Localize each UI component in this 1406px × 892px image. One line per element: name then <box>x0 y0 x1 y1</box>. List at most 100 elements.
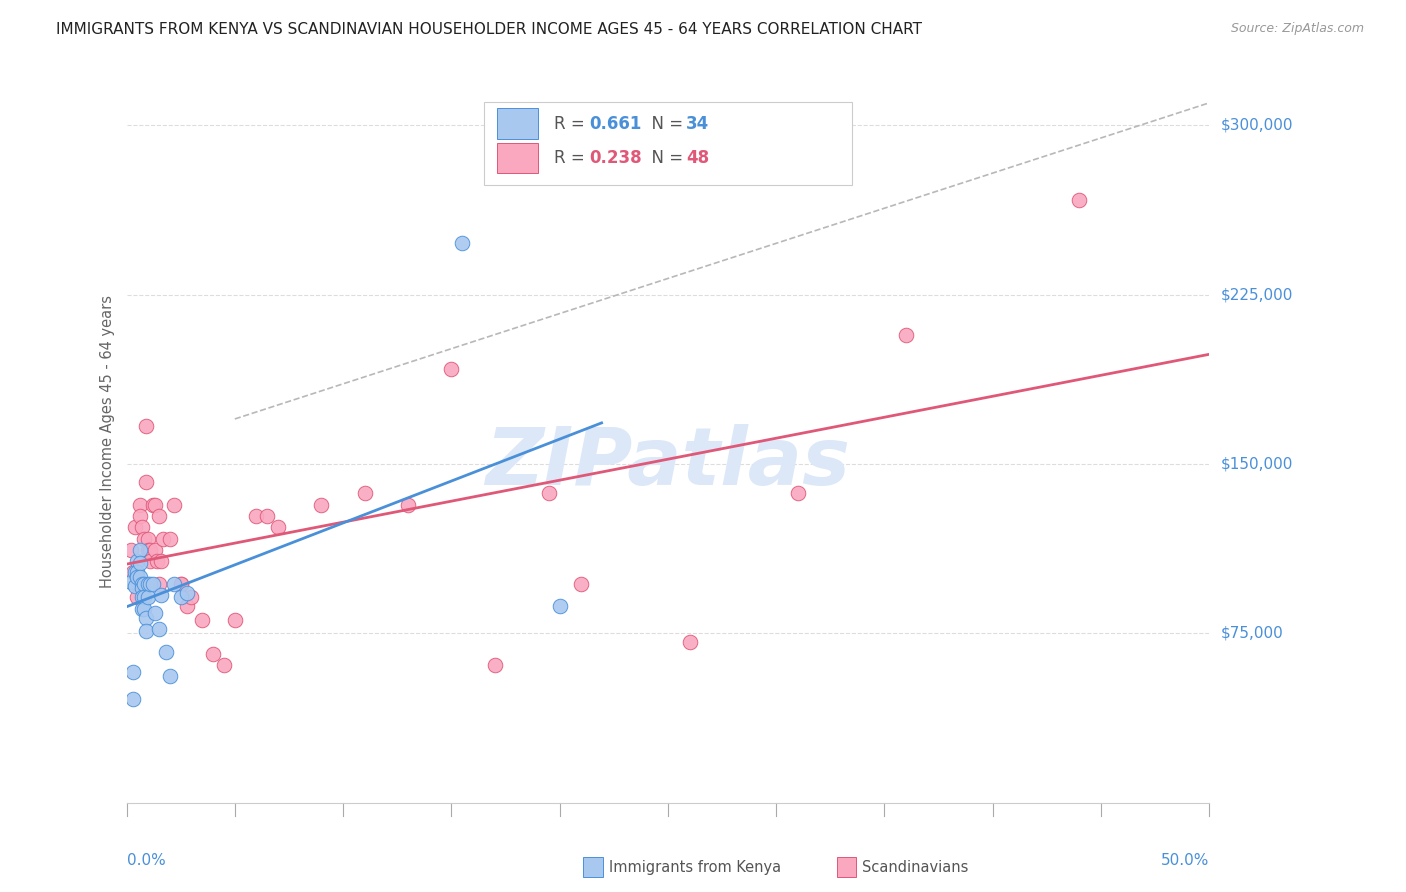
Text: ZIPatlas: ZIPatlas <box>485 425 851 502</box>
FancyBboxPatch shape <box>837 857 856 877</box>
Point <box>127 570 149 584</box>
Point <box>124 566 146 580</box>
Point <box>212 658 235 673</box>
Y-axis label: Householder Income Ages 45 - 64 years: Householder Income Ages 45 - 64 years <box>100 295 115 588</box>
Point <box>150 554 173 568</box>
Point <box>127 554 149 568</box>
Point <box>267 520 290 534</box>
Point <box>141 576 163 591</box>
Point <box>148 509 170 524</box>
Point <box>202 647 225 661</box>
Point <box>894 328 917 343</box>
Point <box>1069 193 1091 207</box>
Point <box>124 520 146 534</box>
Text: 0.0%: 0.0% <box>127 854 166 869</box>
Point <box>135 475 157 490</box>
Point <box>191 613 214 627</box>
FancyBboxPatch shape <box>583 857 603 877</box>
Point <box>131 601 153 615</box>
Point <box>143 606 166 620</box>
Point <box>451 235 474 250</box>
FancyBboxPatch shape <box>484 102 852 185</box>
Point <box>159 532 181 546</box>
Text: 0.238: 0.238 <box>589 149 641 168</box>
Point <box>128 509 150 524</box>
Point <box>163 576 186 591</box>
Point <box>245 509 267 524</box>
Point <box>128 498 150 512</box>
Point <box>131 576 153 591</box>
Text: $75,000: $75,000 <box>1220 626 1284 641</box>
Point <box>122 692 145 706</box>
Point <box>122 665 145 679</box>
Text: IMMIGRANTS FROM KENYA VS SCANDINAVIAN HOUSEHOLDER INCOME AGES 45 - 64 YEARS CORR: IMMIGRANTS FROM KENYA VS SCANDINAVIAN HO… <box>56 22 922 37</box>
Point <box>143 542 166 557</box>
Point <box>169 591 191 605</box>
Point <box>135 418 157 433</box>
Point <box>128 542 150 557</box>
Point <box>150 588 173 602</box>
Point <box>176 586 198 600</box>
Point <box>131 576 153 591</box>
Point <box>169 576 191 591</box>
Point <box>176 599 198 614</box>
Point <box>131 520 153 534</box>
Point <box>155 644 177 658</box>
Point <box>135 610 157 624</box>
Text: $225,000: $225,000 <box>1220 287 1292 302</box>
Text: N =: N = <box>641 149 688 168</box>
Point <box>135 624 157 639</box>
Point <box>136 591 159 605</box>
Point <box>128 557 150 571</box>
Point <box>786 486 808 500</box>
Text: Source: ZipAtlas.com: Source: ZipAtlas.com <box>1230 22 1364 36</box>
Point <box>537 486 560 500</box>
Point <box>132 576 155 591</box>
Text: 50.0%: 50.0% <box>1161 854 1209 869</box>
Point <box>678 635 700 649</box>
Point <box>163 498 186 512</box>
Text: $300,000: $300,000 <box>1220 118 1292 133</box>
Point <box>127 591 149 605</box>
Point <box>132 532 155 546</box>
Text: N =: N = <box>641 115 688 133</box>
Point <box>131 591 153 605</box>
Point <box>124 579 146 593</box>
Point <box>353 486 375 500</box>
Text: R =: R = <box>554 115 591 133</box>
Point <box>256 509 278 524</box>
Point <box>141 498 163 512</box>
Point <box>127 576 149 591</box>
Point <box>127 566 149 580</box>
Text: 48: 48 <box>686 149 710 168</box>
Point <box>484 658 506 673</box>
Point <box>148 622 170 636</box>
Point <box>224 613 246 627</box>
FancyBboxPatch shape <box>496 109 538 139</box>
Point <box>139 576 162 591</box>
Point <box>396 498 419 512</box>
Point <box>143 498 166 512</box>
Point <box>148 576 170 591</box>
Point <box>146 554 169 568</box>
Text: 34: 34 <box>686 115 710 133</box>
Point <box>139 542 162 557</box>
Point <box>136 576 159 591</box>
Point <box>152 532 174 546</box>
Point <box>440 362 463 376</box>
Text: Immigrants from Kenya: Immigrants from Kenya <box>609 860 780 874</box>
Point <box>136 542 159 557</box>
FancyBboxPatch shape <box>496 143 538 173</box>
Point <box>120 574 142 589</box>
Point <box>128 570 150 584</box>
Text: R =: R = <box>554 149 591 168</box>
Point <box>180 591 202 605</box>
Point <box>132 591 155 605</box>
Point <box>122 566 145 580</box>
Point <box>159 669 181 683</box>
Point <box>311 498 333 512</box>
Point <box>131 582 153 596</box>
Point <box>548 599 571 614</box>
Text: Scandinavians: Scandinavians <box>862 860 969 874</box>
Point <box>136 532 159 546</box>
